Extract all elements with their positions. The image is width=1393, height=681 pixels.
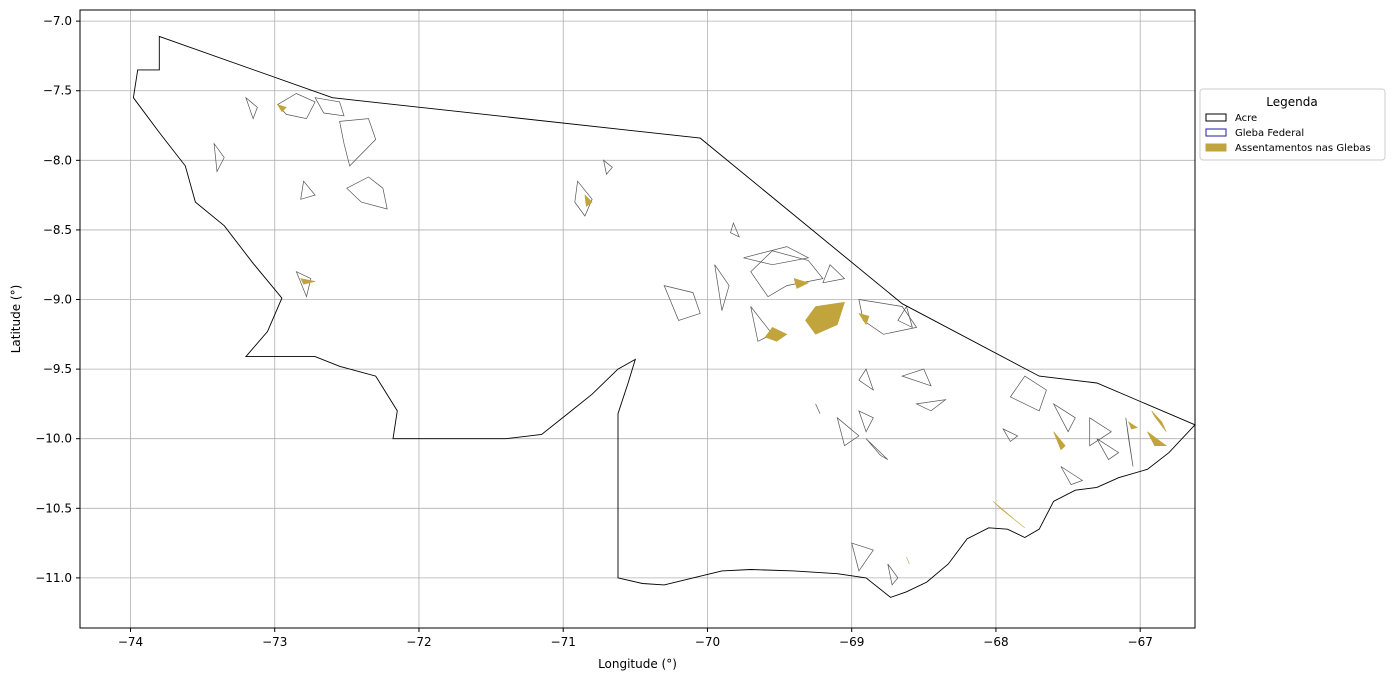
gleba-polygon (574, 180, 593, 217)
x-axis-label: Longitude (°) (598, 657, 677, 671)
gleba-polygon (887, 563, 899, 586)
y-tick-label: −9.5 (43, 362, 72, 376)
acre-boundary (132, 35, 1196, 598)
y-tick-label: −7.5 (43, 84, 72, 98)
legend-swatch-acre (1205, 113, 1227, 122)
assentamento-polygon (1127, 421, 1139, 430)
assentamento-polygons (276, 104, 1168, 565)
assentamento-polygon (906, 556, 910, 565)
x-tick-label: −67 (1128, 635, 1153, 649)
y-tick-label: −8.5 (43, 223, 72, 237)
gleba-polygon (730, 221, 740, 238)
gleba-polygon (314, 97, 345, 117)
gleba-polygon (851, 542, 874, 572)
gleba-polygon (346, 176, 388, 210)
gleba-polygon (339, 118, 377, 167)
grid-lines (80, 10, 1195, 628)
gleba-polygon (750, 250, 824, 298)
y-tick-label: −11.0 (35, 571, 72, 585)
gleba-polygon (858, 368, 874, 391)
x-tick-label: −72 (406, 635, 431, 649)
assentamento-polygon (1147, 431, 1168, 447)
gleba-polygon (915, 399, 947, 412)
gleba-polygon (1096, 438, 1120, 461)
legend-swatch-assentamento (1205, 143, 1227, 152)
assentamento-polygon (858, 312, 870, 326)
gleba-polygon (245, 96, 258, 120)
x-tick-label: −74 (118, 635, 143, 649)
x-tick-label: −71 (551, 635, 576, 649)
gleba-polygon (1009, 375, 1047, 412)
x-ticks: −74 −73 −72 −71 −70 −69 −68 −67 (118, 628, 1153, 649)
legend-swatch-gleba (1205, 128, 1227, 137)
gleba-polygon (865, 438, 889, 460)
legend-box (1199, 88, 1386, 161)
gleba-polygon (277, 93, 316, 119)
gleba-polygon (714, 264, 730, 311)
gleba-polygon (1060, 466, 1084, 486)
gleba-polygon (295, 270, 312, 298)
gleba-polygon (603, 159, 613, 175)
gleba-polygon (901, 368, 932, 387)
gleba-polygon (1002, 428, 1019, 443)
legend: Legenda Acre Gleba Federal Assentamentos… (1199, 88, 1386, 161)
y-tick-label: −10.0 (35, 432, 72, 446)
legend-title: Legenda (1266, 95, 1317, 109)
x-tick-label: −69 (839, 635, 864, 649)
y-ticks: −7.0 −7.5 −8.0 −8.5 −9.0 −9.5 −10.0 −10.5 −11.0 (35, 14, 80, 585)
gleba-polygon (858, 410, 874, 433)
gleba-polygon (897, 305, 913, 329)
gleba-polygon (1125, 417, 1134, 467)
gleba-polygon (822, 264, 846, 284)
acre-outline (132, 35, 1196, 598)
legend-label-gleba: Gleba Federal (1235, 128, 1304, 139)
gleba-polygon (213, 142, 225, 173)
gleba-polygon (1089, 417, 1112, 447)
plot-frame (79, 9, 1196, 629)
gleba-polygons (213, 93, 1134, 586)
assentamento-polygon (584, 194, 593, 207)
gleba-polygon (1052, 402, 1076, 433)
gleba-polygon (836, 416, 860, 447)
y-axis-label: Latitude (°) (9, 285, 23, 354)
y-tick-label: −8.0 (43, 153, 72, 167)
x-tick-label: −70 (695, 635, 720, 649)
legend-label-acre: Acre (1235, 113, 1257, 124)
assentamento-polygon (764, 327, 788, 342)
assentamento-polygon (300, 278, 316, 285)
assentamento-polygon (992, 501, 1025, 529)
gleba-polygon (743, 246, 810, 266)
x-tick-label: −68 (983, 635, 1008, 649)
y-tick-label: −10.5 (35, 501, 72, 515)
gleba-polygon (300, 180, 316, 200)
assentamento-polygon (276, 104, 287, 113)
x-tick-label: −73 (262, 635, 287, 649)
y-tick-label: −9.0 (43, 293, 72, 307)
gleba-polygon (663, 285, 701, 321)
assentamento-polygon (793, 278, 810, 289)
legend-label-assentamento: Assentamentos nas Glebas (1235, 143, 1371, 154)
assentamento-polygon (805, 301, 845, 335)
gleba-polygon (750, 306, 773, 342)
assentamento-polygon (1053, 431, 1066, 451)
y-tick-label: −7.0 (43, 14, 72, 28)
gleba-polygon (815, 403, 821, 414)
assentamento-polygon (1151, 410, 1167, 432)
